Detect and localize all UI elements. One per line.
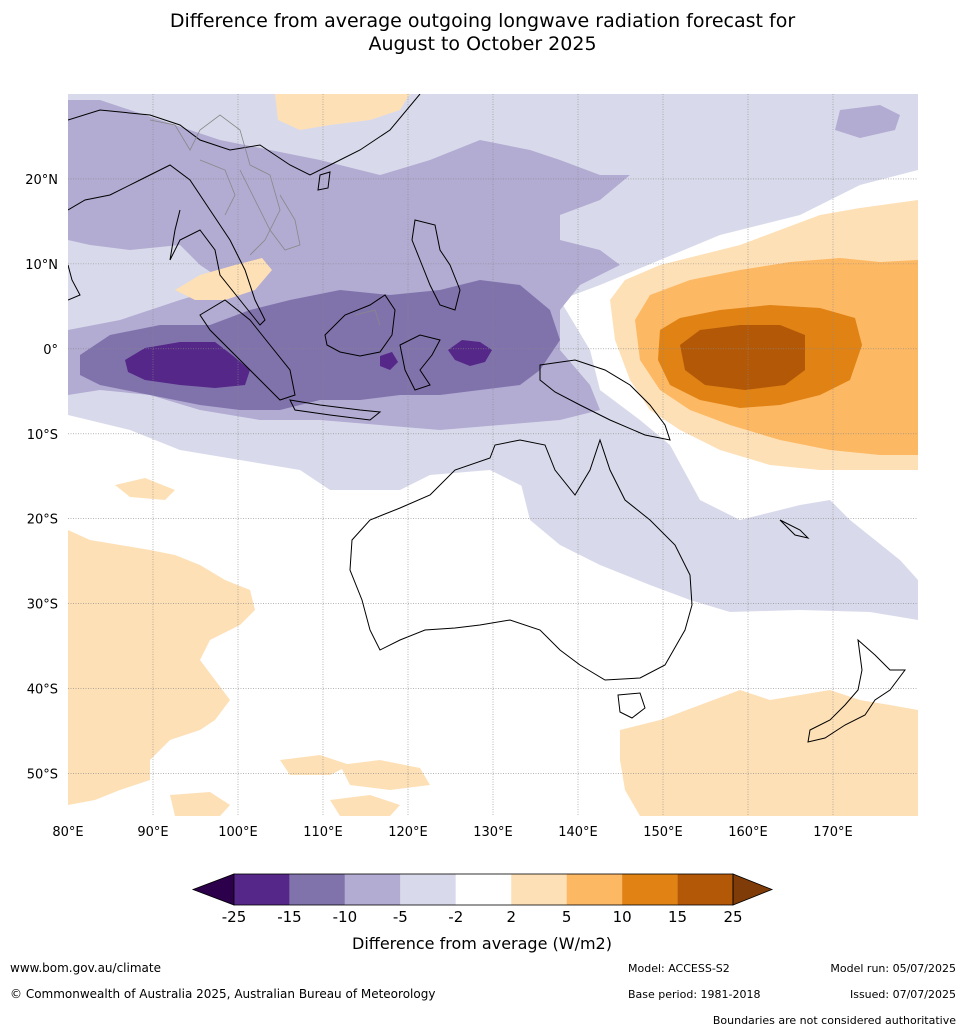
anomaly-region-darkest-purple-small bbox=[380, 352, 398, 370]
colorbar-tick-label: -15 bbox=[277, 908, 302, 926]
anomaly-region-brown bbox=[680, 325, 805, 390]
colorbar-bin bbox=[566, 874, 623, 905]
colorbar-tick-label: 15 bbox=[668, 908, 687, 926]
longitude-label: 100°E bbox=[218, 825, 258, 840]
anomaly-region-light-orange-small-3 bbox=[340, 760, 430, 790]
longitude-label: 110°E bbox=[303, 825, 343, 840]
latitude-label: 10°N bbox=[25, 258, 58, 273]
colorbar-unit-label: Difference from average (W/m2) bbox=[352, 934, 612, 953]
colorbar-bin bbox=[400, 874, 456, 905]
longitude-label: 80°E bbox=[52, 825, 83, 840]
colorbar-tick-label: -2 bbox=[448, 908, 463, 926]
colorbar-bin bbox=[289, 874, 345, 905]
latitude-label: 50°S bbox=[27, 768, 58, 783]
coastline-tasmania bbox=[617, 692, 646, 719]
coastline-new-guinea bbox=[539, 359, 671, 441]
title-line-1: Difference from average outgoing longwav… bbox=[169, 10, 796, 32]
coastlines bbox=[68, 94, 906, 743]
latitude-label: 20°N bbox=[25, 173, 58, 188]
longitude-label: 170°E bbox=[813, 825, 853, 840]
coastline-borneo bbox=[324, 294, 396, 357]
colorbar: -25 -15 -10 -5 -2 2 5 10 15 25 bbox=[191, 873, 774, 926]
coastline-australia bbox=[349, 438, 693, 681]
coastline-philippines bbox=[411, 219, 461, 311]
coastline-new-zealand bbox=[807, 638, 906, 743]
latitude-label: 0° bbox=[43, 343, 58, 358]
longitude-label: 130°E bbox=[473, 825, 513, 840]
coastline-sulawesi bbox=[399, 334, 441, 391]
colorbar-tick-label: -5 bbox=[393, 908, 408, 926]
country-boundaries bbox=[149, 114, 381, 326]
latitude-labels: 20°N 10°N 0° 10°S 20°S 30°S 40°S 50°S bbox=[25, 173, 58, 783]
colorbar-bin bbox=[511, 874, 567, 905]
coastline-taiwan bbox=[317, 171, 331, 191]
anomaly-region-darkest-purple-east bbox=[448, 340, 492, 366]
anomaly-region-light-orange-north bbox=[275, 94, 410, 130]
footer-disclaimer: Boundaries are not considered authoritat… bbox=[712, 1014, 956, 1027]
anomaly-region-light-orange-sw bbox=[68, 530, 255, 805]
footer-model: Model: ACCESS-S2 bbox=[628, 962, 730, 975]
latitude-label: 40°S bbox=[27, 683, 58, 698]
colorbar-frame bbox=[233, 873, 734, 906]
anomaly-region-light-orange-small-1 bbox=[115, 478, 175, 500]
anomaly-region-light-orange-se bbox=[620, 690, 918, 816]
footer-model-run: Model run: 05/07/2025 bbox=[830, 962, 956, 975]
colorbar-bin bbox=[234, 874, 290, 905]
longitude-label: 150°E bbox=[643, 825, 683, 840]
longitude-label: 140°E bbox=[558, 825, 598, 840]
colorbar-extension-low bbox=[191, 873, 235, 906]
latitude-label: 30°S bbox=[27, 598, 58, 613]
longitude-label: 90°E bbox=[137, 825, 168, 840]
anomaly-region-light-orange-small-4 bbox=[170, 792, 230, 816]
colorbar-extension-high bbox=[732, 873, 774, 906]
coastline-java bbox=[289, 399, 382, 421]
anomaly-region-light-orange-small-2 bbox=[280, 755, 350, 775]
footer-base-period: Base period: 1981-2018 bbox=[628, 988, 761, 1001]
colorbar-tick-label: 25 bbox=[723, 908, 742, 926]
colorbar-tick-label: 2 bbox=[506, 908, 516, 926]
title-line-2: August to October 2025 bbox=[368, 33, 597, 55]
latitude-label: 10°S bbox=[27, 428, 58, 443]
anomaly-region-medium-purple-north bbox=[835, 105, 900, 138]
footer-issued: Issued: 07/07/2025 bbox=[849, 988, 956, 1001]
colorbar-bin bbox=[677, 874, 733, 905]
longitude-labels: 80°E 90°E 100°E 110°E 120°E 130°E 140°E 150°E 16… bbox=[52, 825, 852, 840]
colorbar-bin bbox=[622, 874, 678, 905]
anomaly-region-light-purple-south bbox=[520, 480, 918, 620]
colorbar-bin bbox=[455, 874, 512, 905]
coastline-new-caledonia bbox=[779, 519, 810, 539]
coastline-sumatra bbox=[199, 299, 296, 401]
footer-website: www.bom.gov.au/climate bbox=[10, 961, 161, 975]
chart-title: Difference from average outgoing longwav… bbox=[0, 10, 965, 56]
map-area bbox=[68, 94, 918, 816]
colorbar-tick-label: -10 bbox=[333, 908, 358, 926]
footer-copyright: © Commonwealth of Australia 2025, Austra… bbox=[10, 987, 436, 1001]
colorbar-bin bbox=[344, 874, 401, 905]
latitude-label: 20°S bbox=[27, 513, 58, 528]
longitude-label: 160°E bbox=[728, 825, 768, 840]
anomaly-region-light-orange-small-5 bbox=[330, 795, 400, 816]
coastline-asia-mainland bbox=[68, 94, 421, 326]
graticule bbox=[68, 94, 918, 816]
colorbar-tick-label: 10 bbox=[613, 908, 632, 926]
anomaly-region-darkest-purple-west bbox=[125, 342, 250, 388]
colorbar-tick-label: 5 bbox=[562, 908, 572, 926]
colorbar-tick-label: -25 bbox=[222, 908, 247, 926]
longitude-label: 120°E bbox=[388, 825, 428, 840]
coastline-sri-lanka bbox=[68, 264, 81, 301]
